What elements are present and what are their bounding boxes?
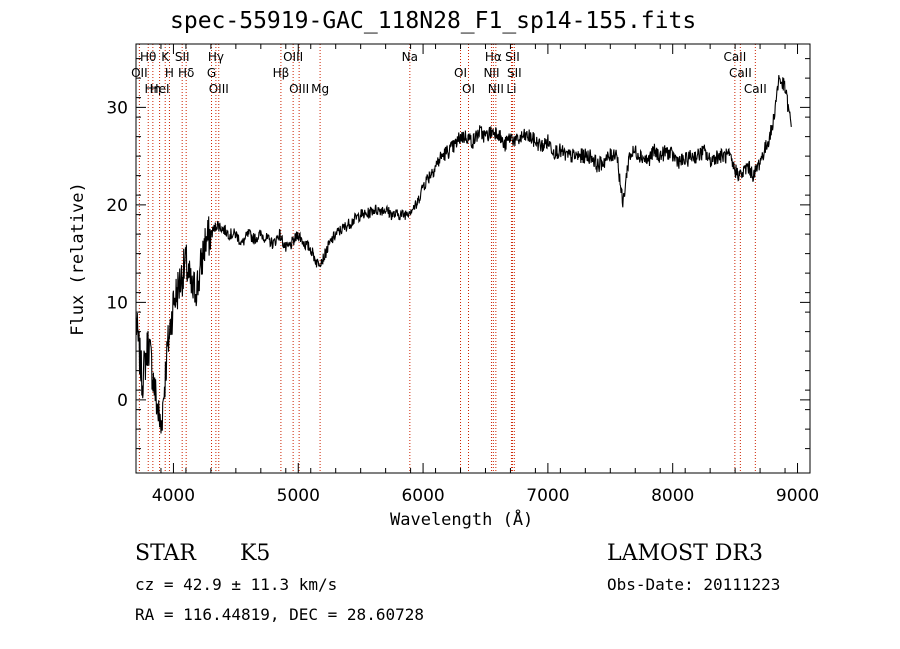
coordinates: RA = 116.44819, DEC = 28.60728 (135, 605, 424, 624)
line-marker-label: NII (483, 66, 499, 80)
redshift-velocity: cz = 42.9 ± 11.3 km/s (135, 575, 338, 594)
object-class: STAR (135, 541, 196, 566)
y-tick-label: 0 (117, 391, 128, 411)
line-marker-label: Hγ (208, 50, 224, 64)
line-marker-label: CaII (729, 66, 752, 80)
observation-date: Obs-Date: 20111223 (607, 575, 781, 594)
plot-frame (135, 43, 811, 474)
line-marker-label: SII (507, 66, 522, 80)
line-marker-label: Hδ (178, 66, 194, 80)
line-marker-label: Hα (485, 50, 502, 64)
x-tick-label: 9000 (776, 486, 819, 506)
line-marker-label: OI (462, 82, 475, 96)
x-tick-label: 8000 (651, 486, 694, 506)
x-tick-label: 4000 (152, 486, 195, 506)
line-marker-label: OI (454, 66, 467, 80)
spectrum-line (135, 75, 792, 434)
y-tick-label: 20 (106, 196, 128, 216)
line-marker-label: OIII (209, 82, 229, 96)
chart-title: spec-55919-GAC_118N28_F1_sp14-155.fits (170, 8, 697, 34)
x-tick-label: 7000 (526, 486, 569, 506)
line-marker-label: SII (505, 50, 520, 64)
line-marker-label: HeI (150, 82, 170, 96)
line-marker-label: Hθ (140, 50, 156, 64)
line-marker-label: OII (131, 66, 148, 80)
x-tick-label: 5000 (277, 486, 320, 506)
line-marker-label: Hβ (273, 66, 290, 80)
x-tick-label: 6000 (401, 486, 444, 506)
line-marker-label: Mg (311, 82, 329, 96)
line-marker-label: CaII (744, 82, 767, 96)
y-axis-label: Flux (relative) (68, 182, 88, 336)
survey-name: LAMOST DR3 (607, 541, 763, 566)
line-marker-label: G (207, 66, 216, 80)
line-marker-label: NII (488, 82, 504, 96)
line-marker-label: K (161, 50, 170, 64)
line-marker-label: Hη (145, 82, 162, 96)
line-marker-label: Na (402, 50, 418, 64)
y-tick-label: 30 (106, 98, 128, 118)
spectral-subclass: K5 (240, 541, 271, 566)
line-marker-label: SII (175, 50, 190, 64)
x-axis-label: Wavelength (Å) (390, 510, 534, 530)
y-tick-label: 10 (106, 293, 128, 313)
line-marker-label: Li (506, 82, 516, 96)
line-marker-label: CaII (723, 50, 746, 64)
line-marker-label: OIII (283, 50, 303, 64)
line-marker-label: OIII (289, 82, 309, 96)
line-marker-label: H (165, 66, 174, 80)
